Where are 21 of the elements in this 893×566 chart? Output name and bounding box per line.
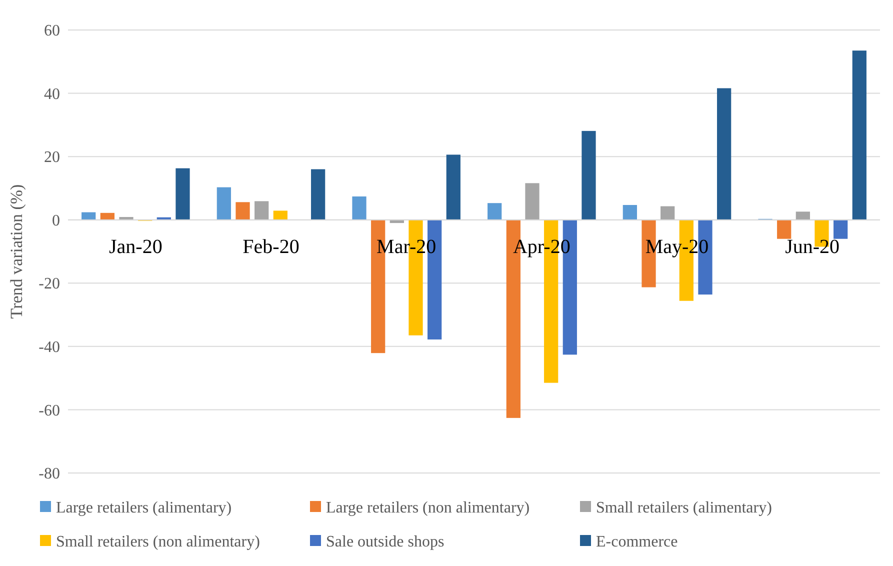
legend-label: Large retailers (non alimentary): [326, 500, 530, 517]
y-tick-label: -80: [38, 466, 60, 483]
y-tick-label: -60: [38, 402, 60, 420]
legend-label: Small retailers (alimentary): [596, 500, 772, 517]
y-tick-label: 0: [52, 212, 60, 230]
y-tick-label: 40: [44, 86, 60, 103]
x-tick-label: Apr-20: [512, 236, 570, 258]
legend-label: Large retailers (alimentary): [56, 500, 232, 517]
y-tick-label: 60: [44, 22, 60, 40]
y-tick-label: -20: [38, 276, 60, 293]
x-tick-label: May-20: [645, 236, 709, 258]
legend-label: E-commerce: [596, 534, 678, 551]
x-tick-label: Jun-20: [785, 236, 840, 258]
y-axis-title: Trend variation (%): [7, 184, 26, 319]
x-tick-label: Jan-20: [109, 236, 162, 258]
legend-label: Small retailers (non alimentary): [56, 534, 260, 551]
legend-label: Sale outside shops: [326, 534, 444, 551]
x-tick-label: Mar-20: [376, 236, 436, 258]
y-tick-label: 20: [44, 149, 60, 166]
x-tick-label: Feb-20: [242, 236, 300, 258]
y-tick-label: -40: [38, 339, 60, 356]
